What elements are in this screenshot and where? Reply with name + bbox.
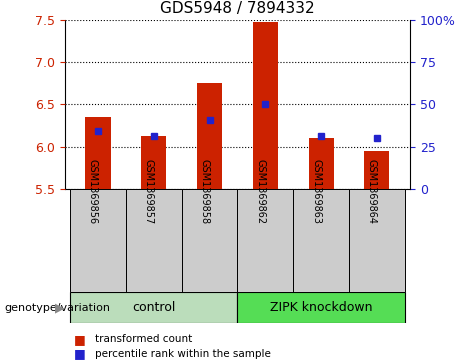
Text: ZIPK knockdown: ZIPK knockdown (270, 301, 372, 314)
Text: ▶: ▶ (55, 301, 65, 314)
Text: GSM1369858: GSM1369858 (200, 159, 210, 224)
Bar (70, 189, 126, 292)
Bar (182, 189, 237, 292)
Text: control: control (132, 301, 176, 314)
Text: transformed count: transformed count (95, 334, 192, 344)
Text: GSM1369864: GSM1369864 (367, 159, 377, 224)
Text: ■: ■ (74, 333, 85, 346)
Title: GDS5948 / 7894332: GDS5948 / 7894332 (160, 1, 315, 16)
Bar (308, 138, 334, 189)
Text: genotype/variation: genotype/variation (5, 303, 111, 313)
Bar (237, 189, 293, 292)
Bar (141, 136, 166, 189)
Text: GSM1369862: GSM1369862 (255, 159, 265, 224)
Bar (126, 189, 182, 292)
Text: GSM1369863: GSM1369863 (311, 159, 321, 224)
Text: GSM1369857: GSM1369857 (144, 159, 154, 224)
Bar (349, 189, 405, 292)
Bar (85, 117, 111, 189)
Bar (364, 151, 390, 189)
Bar (70, 292, 237, 323)
Bar (197, 83, 222, 189)
Text: GSM1369856: GSM1369856 (88, 159, 98, 224)
Bar (237, 292, 405, 323)
Text: ■: ■ (74, 347, 85, 360)
Bar (253, 23, 278, 189)
Text: percentile rank within the sample: percentile rank within the sample (95, 349, 271, 359)
Bar (293, 189, 349, 292)
